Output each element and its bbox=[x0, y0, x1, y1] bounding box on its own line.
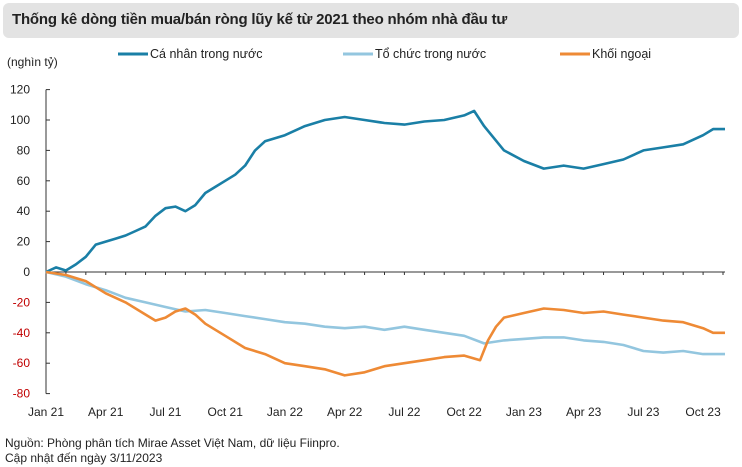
x-tick-label: Apr 23 bbox=[566, 405, 602, 419]
x-tick-label: Jul 23 bbox=[627, 405, 659, 419]
y-tick-label: -40 bbox=[13, 326, 31, 340]
legend-label-2: Tổ chức trong nước bbox=[375, 47, 486, 61]
y-tick-label: -60 bbox=[13, 356, 31, 370]
source-note: Nguồn: Phòng phân tích Mirae Asset Việt … bbox=[5, 436, 340, 450]
updated-note: Cập nhật đến ngày 3/11/2023 bbox=[5, 451, 163, 465]
y-tick-label: -80 bbox=[13, 387, 31, 401]
y-tick-label: -20 bbox=[13, 295, 31, 309]
series-line-2 bbox=[45, 270, 725, 356]
y-tick-label: 60 bbox=[17, 174, 31, 188]
y-tick-label: 120 bbox=[10, 83, 30, 97]
x-tick-label: Oct 21 bbox=[208, 405, 244, 419]
x-tick-label: Apr 21 bbox=[88, 405, 124, 419]
x-tick-label: Oct 23 bbox=[685, 405, 721, 419]
chart-title: Thống kê dòng tiền mua/bán ròng lũy kế t… bbox=[12, 11, 508, 28]
x-tick-label: Jul 22 bbox=[388, 405, 420, 419]
y-tick-label: 0 bbox=[23, 265, 30, 279]
series-line-1 bbox=[45, 109, 725, 274]
chart-title-bar: Thống kê dòng tiền mua/bán ròng lũy kế t… bbox=[3, 3, 739, 38]
y-tick-label: 40 bbox=[17, 204, 31, 218]
y-tick-label: 100 bbox=[10, 113, 30, 127]
x-tick-label: Jul 21 bbox=[149, 405, 181, 419]
series-line-3 bbox=[45, 270, 725, 377]
legend-label-3: Khối ngoại bbox=[592, 47, 651, 61]
x-tick-label: Apr 22 bbox=[327, 405, 363, 419]
x-tick-label: Jan 21 bbox=[28, 405, 64, 419]
y-tick-label: 20 bbox=[17, 235, 31, 249]
x-tick-label: Jan 23 bbox=[506, 405, 542, 419]
y-axis-label: (nghìn tỷ) bbox=[7, 55, 58, 69]
legend-label-1: Cá nhân trong nước bbox=[150, 47, 262, 61]
x-tick-label: Oct 22 bbox=[446, 405, 482, 419]
y-tick-label: 80 bbox=[17, 143, 31, 157]
x-tick-label: Jan 22 bbox=[267, 405, 303, 419]
